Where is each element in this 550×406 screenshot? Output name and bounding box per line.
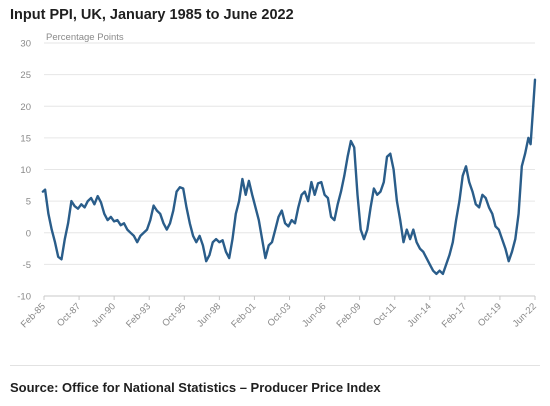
x-tick-label: Feb-85: [19, 301, 48, 330]
line-chart: Percentage Points -10 -5 0 5 10 15 20 25 30 Feb-…: [17, 32, 539, 330]
x-tick-label: Jun-06: [300, 301, 328, 329]
y-tick-label: -5: [23, 260, 31, 271]
series-layer: [41, 78, 537, 276]
x-tick-label: Jun-22: [511, 301, 539, 329]
x-tick-label: Oct-03: [265, 301, 293, 329]
series-line: [41, 78, 537, 276]
x-tick-label: Feb-17: [440, 301, 469, 330]
y-tick-label: 25: [20, 70, 31, 81]
y-tick-label: 20: [20, 102, 31, 113]
y-tick-label: 0: [26, 228, 31, 239]
x-tick-label: Oct-87: [55, 301, 83, 329]
footer-divider: [10, 365, 540, 366]
x-tick-label: Jun-14: [405, 301, 433, 329]
y-tick-label: -10: [17, 292, 31, 303]
x-tick-labels: Feb-85 Oct-87 Jun-90 Feb-93 Oct-95 Jun-98 Feb-…: [19, 296, 539, 330]
y-tick-label: 5: [26, 197, 31, 208]
chart-title: Input PPI, UK, January 1985 to June 2022: [10, 7, 294, 23]
y-axis-unit-label: Percentage Points: [46, 32, 124, 43]
x-tick-label: Oct-11: [371, 301, 398, 328]
y-tick-label: 10: [20, 165, 31, 176]
x-tick-label: Feb-09: [334, 301, 363, 330]
x-tick-label: Feb-93: [124, 301, 153, 330]
y-tick-label: 15: [20, 133, 31, 144]
y-tick-label: 30: [20, 39, 31, 50]
source-note: Source: Office for National Statistics –…: [10, 380, 381, 395]
grid-layer: [44, 42, 535, 297]
x-tick-label: Oct-95: [160, 301, 188, 329]
y-tick-labels: -10 -5 0 5 10 15 20 25 30: [17, 39, 31, 303]
x-tick-label: Oct-19: [476, 301, 504, 329]
x-tick-label: Feb-01: [229, 301, 258, 330]
x-tick-label: Jun-90: [90, 301, 118, 329]
x-tick-label: Jun-98: [195, 301, 223, 329]
